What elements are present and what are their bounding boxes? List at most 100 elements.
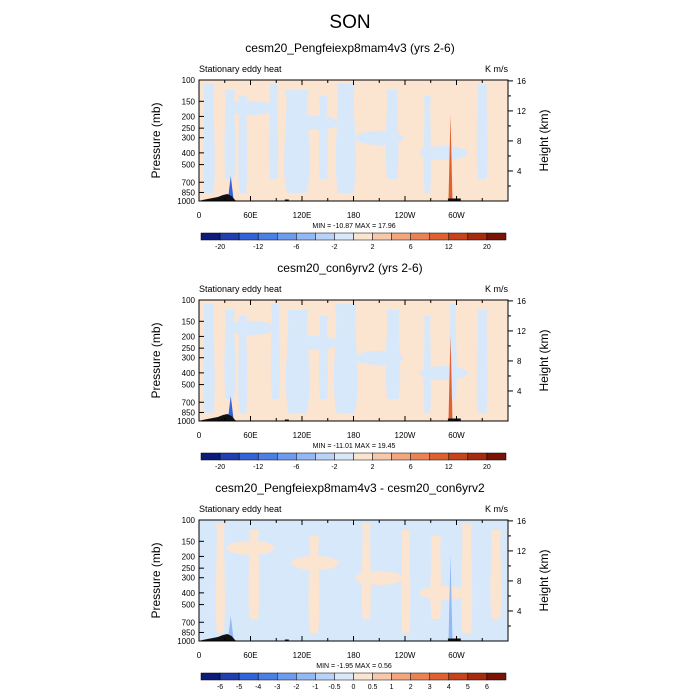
colorbar-box — [410, 452, 430, 461]
y2-tick-label: 4 — [517, 607, 522, 616]
panel-left-label: Stationary eddy heat — [199, 64, 282, 74]
contour-region — [333, 304, 358, 413]
panel-title: cesm20_Pengfeiexp8mam4v3 - cesm20_con6yr… — [215, 481, 485, 495]
y-tick-label: 150 — [182, 317, 196, 326]
y-tick-label: 850 — [182, 408, 196, 417]
x-tick-label: 60W — [448, 431, 465, 440]
colorbar-label: -6 — [293, 464, 299, 471]
colorbar-label: 6 — [409, 464, 413, 471]
colorbar-label: -6 — [217, 684, 223, 691]
contour-region — [335, 84, 356, 193]
colorbar-box — [429, 452, 450, 461]
contour-region — [290, 116, 339, 130]
y-tick-label: 100 — [182, 516, 196, 525]
x-tick-label: 0 — [197, 431, 202, 440]
contour-region — [423, 96, 431, 193]
y-tick-label: 400 — [182, 149, 196, 158]
panel-units-label: K m/s — [485, 284, 509, 294]
colorbar-box — [315, 232, 335, 241]
contour-region — [476, 310, 488, 413]
x-tick-label: 120W — [395, 211, 416, 220]
y-tick-label: 500 — [182, 601, 196, 610]
colorbar-label: -1 — [312, 684, 318, 691]
y-tick-label: 500 — [182, 161, 196, 170]
min-max-stats: MIN = -11.01 MAX = 19.45 — [313, 443, 396, 450]
y-tick-label: 850 — [182, 628, 196, 637]
y2-tick-label: 16 — [517, 297, 526, 306]
y-tick-label: 300 — [182, 574, 196, 583]
contour-region — [490, 530, 502, 619]
y2-tick-label: 8 — [517, 577, 522, 586]
colorbar-box — [334, 232, 354, 241]
y2-tick-label: 8 — [517, 357, 522, 366]
y-tick-label: 200 — [182, 552, 196, 561]
colorbar-box — [219, 672, 240, 681]
x-tick-label: 0 — [197, 651, 202, 660]
colorbar-label: -12 — [253, 464, 263, 471]
colorbar-box — [391, 232, 411, 241]
y-tick-label: 500 — [182, 381, 196, 390]
colorbar-box — [429, 232, 450, 241]
colorbar-box — [257, 232, 278, 241]
y-tick-label: 250 — [182, 124, 196, 133]
colorbar-box — [257, 672, 278, 681]
contour-region — [401, 530, 411, 633]
colorbar-box — [238, 672, 259, 681]
colorbar-box — [200, 672, 221, 681]
colorbar-label: 5 — [466, 684, 470, 691]
y2-tick-label: 8 — [517, 137, 522, 146]
x-tick-label: 180 — [347, 211, 361, 220]
y-tick-label: 400 — [182, 589, 196, 598]
colorbar-box — [277, 452, 297, 461]
contour-region — [284, 90, 310, 193]
panel-3: cesm20_Pengfeiexp8mam4v3 - cesm20_con6yr… — [149, 481, 551, 691]
y-tick-label: 1000 — [177, 417, 195, 426]
contour-region — [476, 84, 488, 179]
contour-region — [290, 556, 339, 570]
topography-mask — [284, 639, 289, 641]
contour-region — [355, 351, 404, 365]
colorbar-box — [334, 452, 354, 461]
x-tick-label: 60W — [448, 211, 465, 220]
contour-region — [308, 536, 320, 633]
x-tick-label: 120E — [293, 651, 312, 660]
contour-region — [419, 586, 468, 600]
min-max-stats: MIN = -10.87 MAX = 17.96 — [312, 223, 395, 230]
colorbar-box — [277, 672, 297, 681]
y-tick-label: 700 — [182, 398, 196, 407]
colorbar-label: 2 — [409, 684, 413, 691]
colorbar-box — [391, 672, 411, 681]
panel-units-label: K m/s — [485, 64, 509, 74]
colorbar-label: -0.5 — [328, 684, 340, 691]
x-tick-label: 0 — [197, 211, 202, 220]
colorbar-label: -12 — [253, 244, 263, 251]
y-tick-label: 700 — [182, 178, 196, 187]
y-tick-label: 400 — [182, 369, 196, 378]
contour-region — [361, 524, 371, 619]
panel-title: cesm20_con6yrv2 (yrs 2-6) — [277, 261, 422, 275]
x-tick-label: 120E — [293, 431, 312, 440]
colorbar-box — [486, 672, 507, 681]
contour-region — [423, 316, 431, 413]
colorbar-label: -20 — [215, 464, 225, 471]
colorbar-box — [200, 452, 221, 461]
spike-feature — [227, 176, 234, 201]
colorbar-label: 2 — [371, 464, 375, 471]
colorbar-label: -5 — [236, 684, 242, 691]
y2-axis-label: Height (km) — [537, 109, 551, 171]
y2-tick-label: 16 — [517, 517, 526, 526]
x-tick-label: 60E — [243, 211, 257, 220]
contour-region — [270, 304, 280, 399]
colorbar-box — [372, 232, 392, 241]
y2-tick-label: 4 — [517, 167, 522, 176]
y-axis-label: Pressure (mb) — [149, 322, 163, 398]
contour-region — [269, 84, 279, 179]
y-tick-label: 300 — [182, 134, 196, 143]
colorbar-label: 6 — [409, 244, 413, 251]
contour-region — [355, 571, 404, 585]
colorbar-box — [391, 452, 411, 461]
x-tick-label: 60E — [243, 431, 257, 440]
colorbar-box — [219, 232, 240, 241]
colorbar-box — [353, 232, 373, 241]
